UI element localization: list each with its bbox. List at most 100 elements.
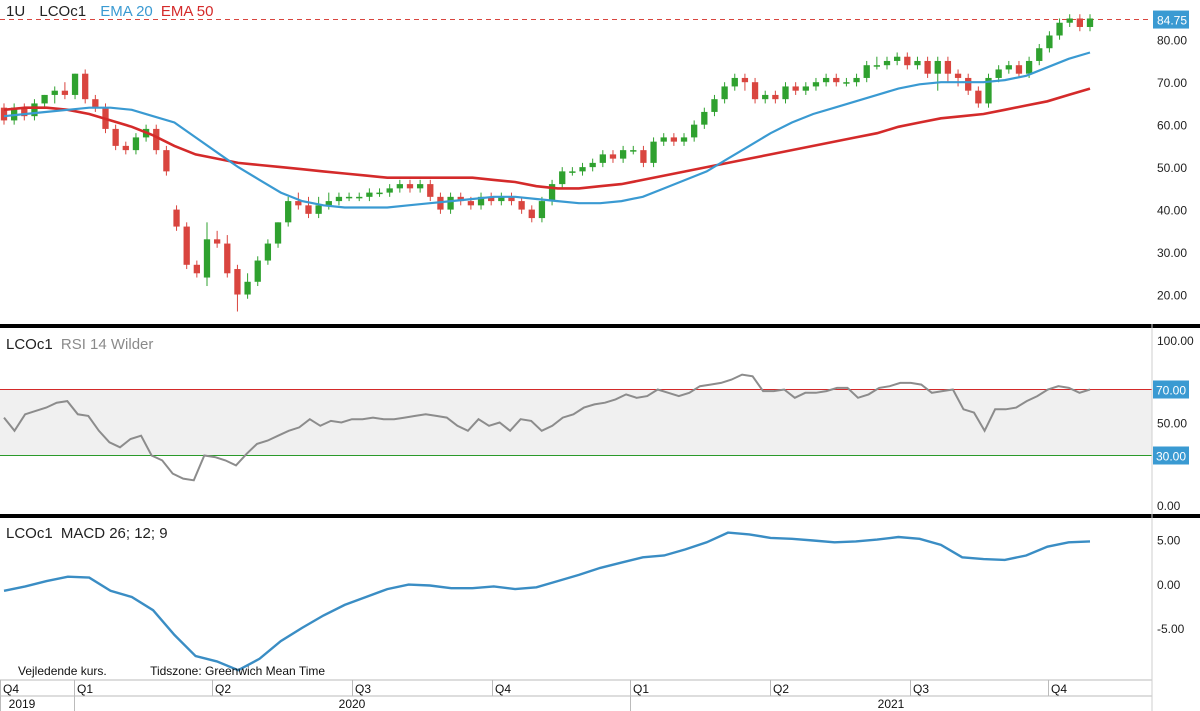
candle-body xyxy=(883,60,891,66)
candle-body xyxy=(619,150,627,159)
candle-body xyxy=(985,77,992,104)
candle-body xyxy=(173,209,180,227)
candle-body xyxy=(731,77,738,87)
quarter-label: Q3 xyxy=(355,682,371,696)
candle-body xyxy=(477,196,485,206)
macd-panel: 5.00 0.00 -5.00 xyxy=(3,531,1185,672)
candle-body xyxy=(315,205,322,214)
quarter-label: Q3 xyxy=(913,682,929,696)
candle-body xyxy=(1005,65,1012,70)
candle-body xyxy=(376,192,383,195)
rsi-line xyxy=(3,373,1091,482)
macd-y-tick-label: -5.00 xyxy=(1157,622,1185,636)
macd-header: LCOc1 MACD 26; 12; 9 xyxy=(6,525,168,542)
candle-body xyxy=(843,82,850,84)
candle-body xyxy=(954,73,962,78)
candle-body xyxy=(305,205,312,214)
candle-body xyxy=(670,137,678,142)
timeframe-label[interactable]: 1U xyxy=(6,3,26,20)
rsi-symbol-label: LCOc1 xyxy=(6,336,53,353)
rsi-y-tick-label: 0.00 xyxy=(1157,499,1181,513)
price-y-tick-label: 80.00 xyxy=(1157,34,1187,48)
candle-body xyxy=(345,196,353,199)
candle-body xyxy=(782,86,789,100)
candle-body xyxy=(51,90,58,95)
symbol-label[interactable]: LCOc1 xyxy=(39,3,87,20)
candle-body xyxy=(61,90,69,95)
candle-body xyxy=(457,196,464,202)
timezone-text: Tidszone: Greenwich Mean Time xyxy=(150,664,326,678)
candle-body xyxy=(863,65,870,78)
candle-body xyxy=(396,184,403,189)
candle-body xyxy=(264,243,272,261)
candle-body xyxy=(427,184,434,197)
last-price-label: 84.75 xyxy=(1157,14,1187,28)
candle-body xyxy=(1015,65,1023,74)
candle-body xyxy=(498,196,505,202)
candle-body xyxy=(31,103,38,117)
candle-body xyxy=(711,99,718,112)
candle-body xyxy=(0,107,8,121)
last-price-tag xyxy=(1153,10,1189,29)
candle-body xyxy=(325,201,332,206)
macd-indicator-label[interactable]: MACD 26; 12; 9 xyxy=(60,525,168,542)
candle-body xyxy=(1086,18,1094,27)
rsi-header: LCOc1 RSI 14 Wilder xyxy=(6,336,153,353)
ema20-line xyxy=(3,51,1091,209)
candle-body xyxy=(701,111,708,125)
candle-body xyxy=(11,107,18,121)
candle-body xyxy=(1036,48,1043,61)
ema20-legend[interactable]: EMA 20 xyxy=(100,3,153,20)
candle-body xyxy=(1056,22,1063,36)
rsi-70-tag xyxy=(1153,380,1189,399)
candle-body xyxy=(335,196,343,202)
rsi-70-label: 70.00 xyxy=(1156,384,1186,398)
candle-body xyxy=(822,77,830,83)
candle-body xyxy=(812,82,820,87)
price-y-tick-label: 50.00 xyxy=(1157,161,1187,175)
macd-line xyxy=(3,531,1091,672)
candle-body xyxy=(467,201,475,206)
candle-body xyxy=(975,90,982,104)
candle-body xyxy=(153,128,160,151)
candle-body xyxy=(193,264,200,274)
candle-body xyxy=(508,196,515,202)
candle-body xyxy=(488,196,495,202)
candle-body xyxy=(894,56,901,61)
candle-body xyxy=(183,226,190,265)
candle-body xyxy=(1076,18,1083,27)
rsi-y-tick-label: 50.00 xyxy=(1157,417,1187,431)
candle-body xyxy=(914,60,921,66)
price-chart-header: 1U LCOc1 EMA 20 EMA 50 xyxy=(6,3,223,20)
candle-body xyxy=(904,56,911,66)
panel-separator xyxy=(0,324,1200,328)
candle-body xyxy=(873,65,881,67)
panel-separator xyxy=(0,514,1200,518)
candle-body xyxy=(386,188,393,193)
disclaimer-text: Vejledende kurs. xyxy=(18,664,107,678)
price-y-tick-label: 70.00 xyxy=(1157,76,1187,90)
macd-y-tick-label: 0.00 xyxy=(1157,578,1181,592)
candle-body xyxy=(1025,60,1033,74)
quarter-label: Q1 xyxy=(77,682,93,696)
candle-body xyxy=(122,145,129,151)
year-label: 2021 xyxy=(878,697,905,711)
candle-body xyxy=(295,201,302,206)
rsi-indicator-label[interactable]: RSI 14 Wilder xyxy=(60,336,154,353)
candle-body xyxy=(741,77,749,83)
candle-body xyxy=(203,239,211,278)
candle-body xyxy=(538,201,546,219)
candle-body xyxy=(934,60,941,74)
candle-body xyxy=(234,269,241,295)
rsi-30-label: 30.00 xyxy=(1156,450,1186,464)
candle-body xyxy=(802,86,809,91)
rsi-30-tag xyxy=(1153,446,1189,465)
candle-body xyxy=(853,77,860,83)
candle-body xyxy=(92,99,99,108)
quarter-label: Q2 xyxy=(215,682,231,696)
candle-body xyxy=(965,77,972,91)
ema50-legend[interactable]: EMA 50 xyxy=(160,3,214,20)
candle-body xyxy=(416,184,424,189)
price-y-tick-label: 40.00 xyxy=(1157,204,1187,218)
